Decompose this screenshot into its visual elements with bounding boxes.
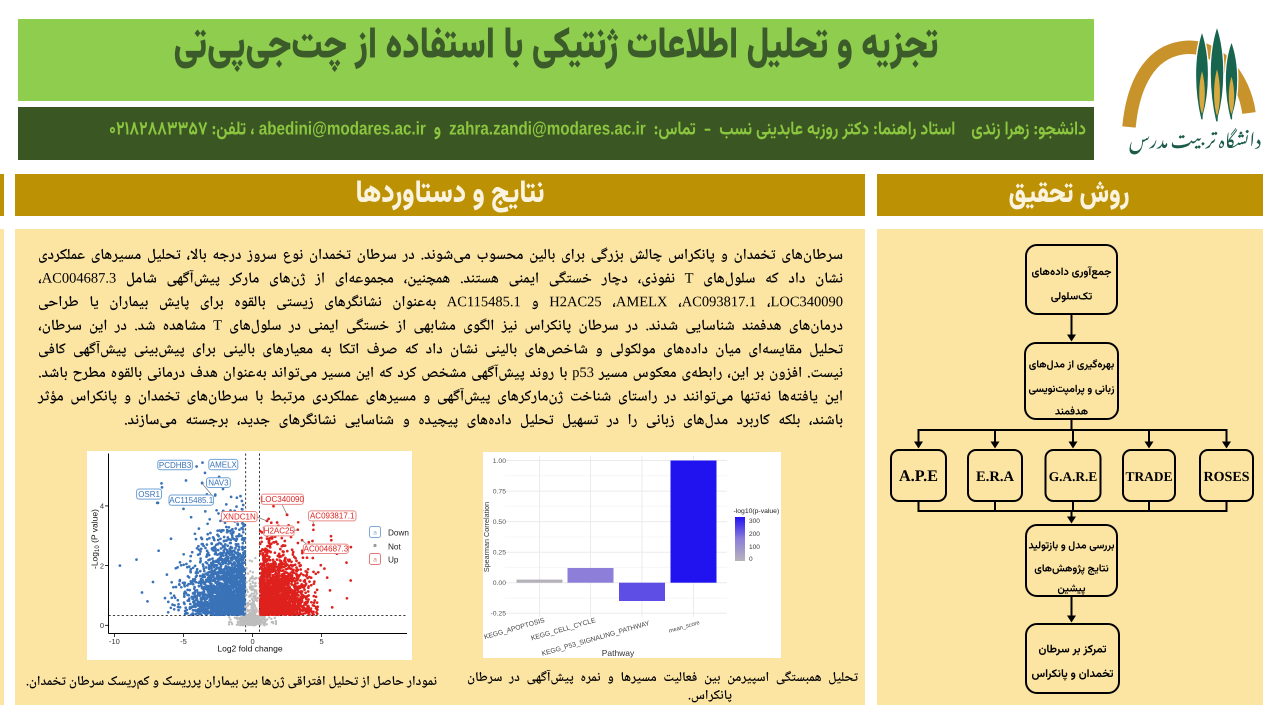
svg-text:a: a — [373, 530, 377, 537]
svg-text:Log2 fold change: Log2 fold change — [217, 644, 282, 654]
svg-text:a: a — [373, 557, 377, 564]
svg-text:0: 0 — [251, 637, 255, 646]
svg-text:NAV3: NAV3 — [208, 478, 229, 487]
svg-text:AC004687.3: AC004687.3 — [304, 545, 349, 554]
svg-text:0: 0 — [100, 621, 104, 630]
svg-text:5: 5 — [320, 637, 324, 646]
svg-text:AC115485.1: AC115485.1 — [169, 496, 213, 505]
svg-text:-log10(p-value): -log10(p-value) — [734, 508, 780, 515]
svg-text:LOC340090: LOC340090 — [261, 495, 305, 504]
svg-text:-5: -5 — [180, 637, 187, 646]
svg-text:200: 200 — [749, 531, 760, 538]
svg-text:0.75: 0.75 — [493, 489, 506, 496]
svg-text:0.25: 0.25 — [493, 550, 506, 557]
svg-text:Up: Up — [388, 556, 399, 565]
svg-text:100: 100 — [749, 544, 760, 551]
svg-text:H2AC25: H2AC25 — [264, 527, 295, 536]
svg-text:Spearman Correlation: Spearman Correlation — [482, 502, 491, 572]
svg-text:0: 0 — [749, 556, 753, 563]
svg-text:-0.25: -0.25 — [491, 611, 507, 618]
svg-text:XNDC1N: XNDC1N — [223, 512, 256, 521]
svg-text:300: 300 — [749, 518, 760, 525]
svg-text:1.00: 1.00 — [493, 458, 506, 465]
svg-text:PCDHB3: PCDHB3 — [159, 461, 192, 470]
svg-text:Not: Not — [388, 543, 401, 552]
svg-text:-10: -10 — [109, 637, 120, 646]
svg-text:4: 4 — [100, 502, 104, 511]
svg-text:OSR1: OSR1 — [138, 490, 160, 499]
svg-text:AMELX: AMELX — [210, 460, 238, 469]
svg-text:Pathway: Pathway — [602, 648, 635, 658]
svg-text:-Log10 (P value): -Log10 (P value) — [90, 509, 102, 569]
svg-text:2: 2 — [100, 561, 104, 570]
svg-text:0.00: 0.00 — [493, 580, 506, 587]
svg-text:0.50: 0.50 — [493, 519, 506, 526]
svg-text:AC093817.1: AC093817.1 — [310, 512, 355, 521]
svg-text:Down: Down — [388, 529, 409, 538]
